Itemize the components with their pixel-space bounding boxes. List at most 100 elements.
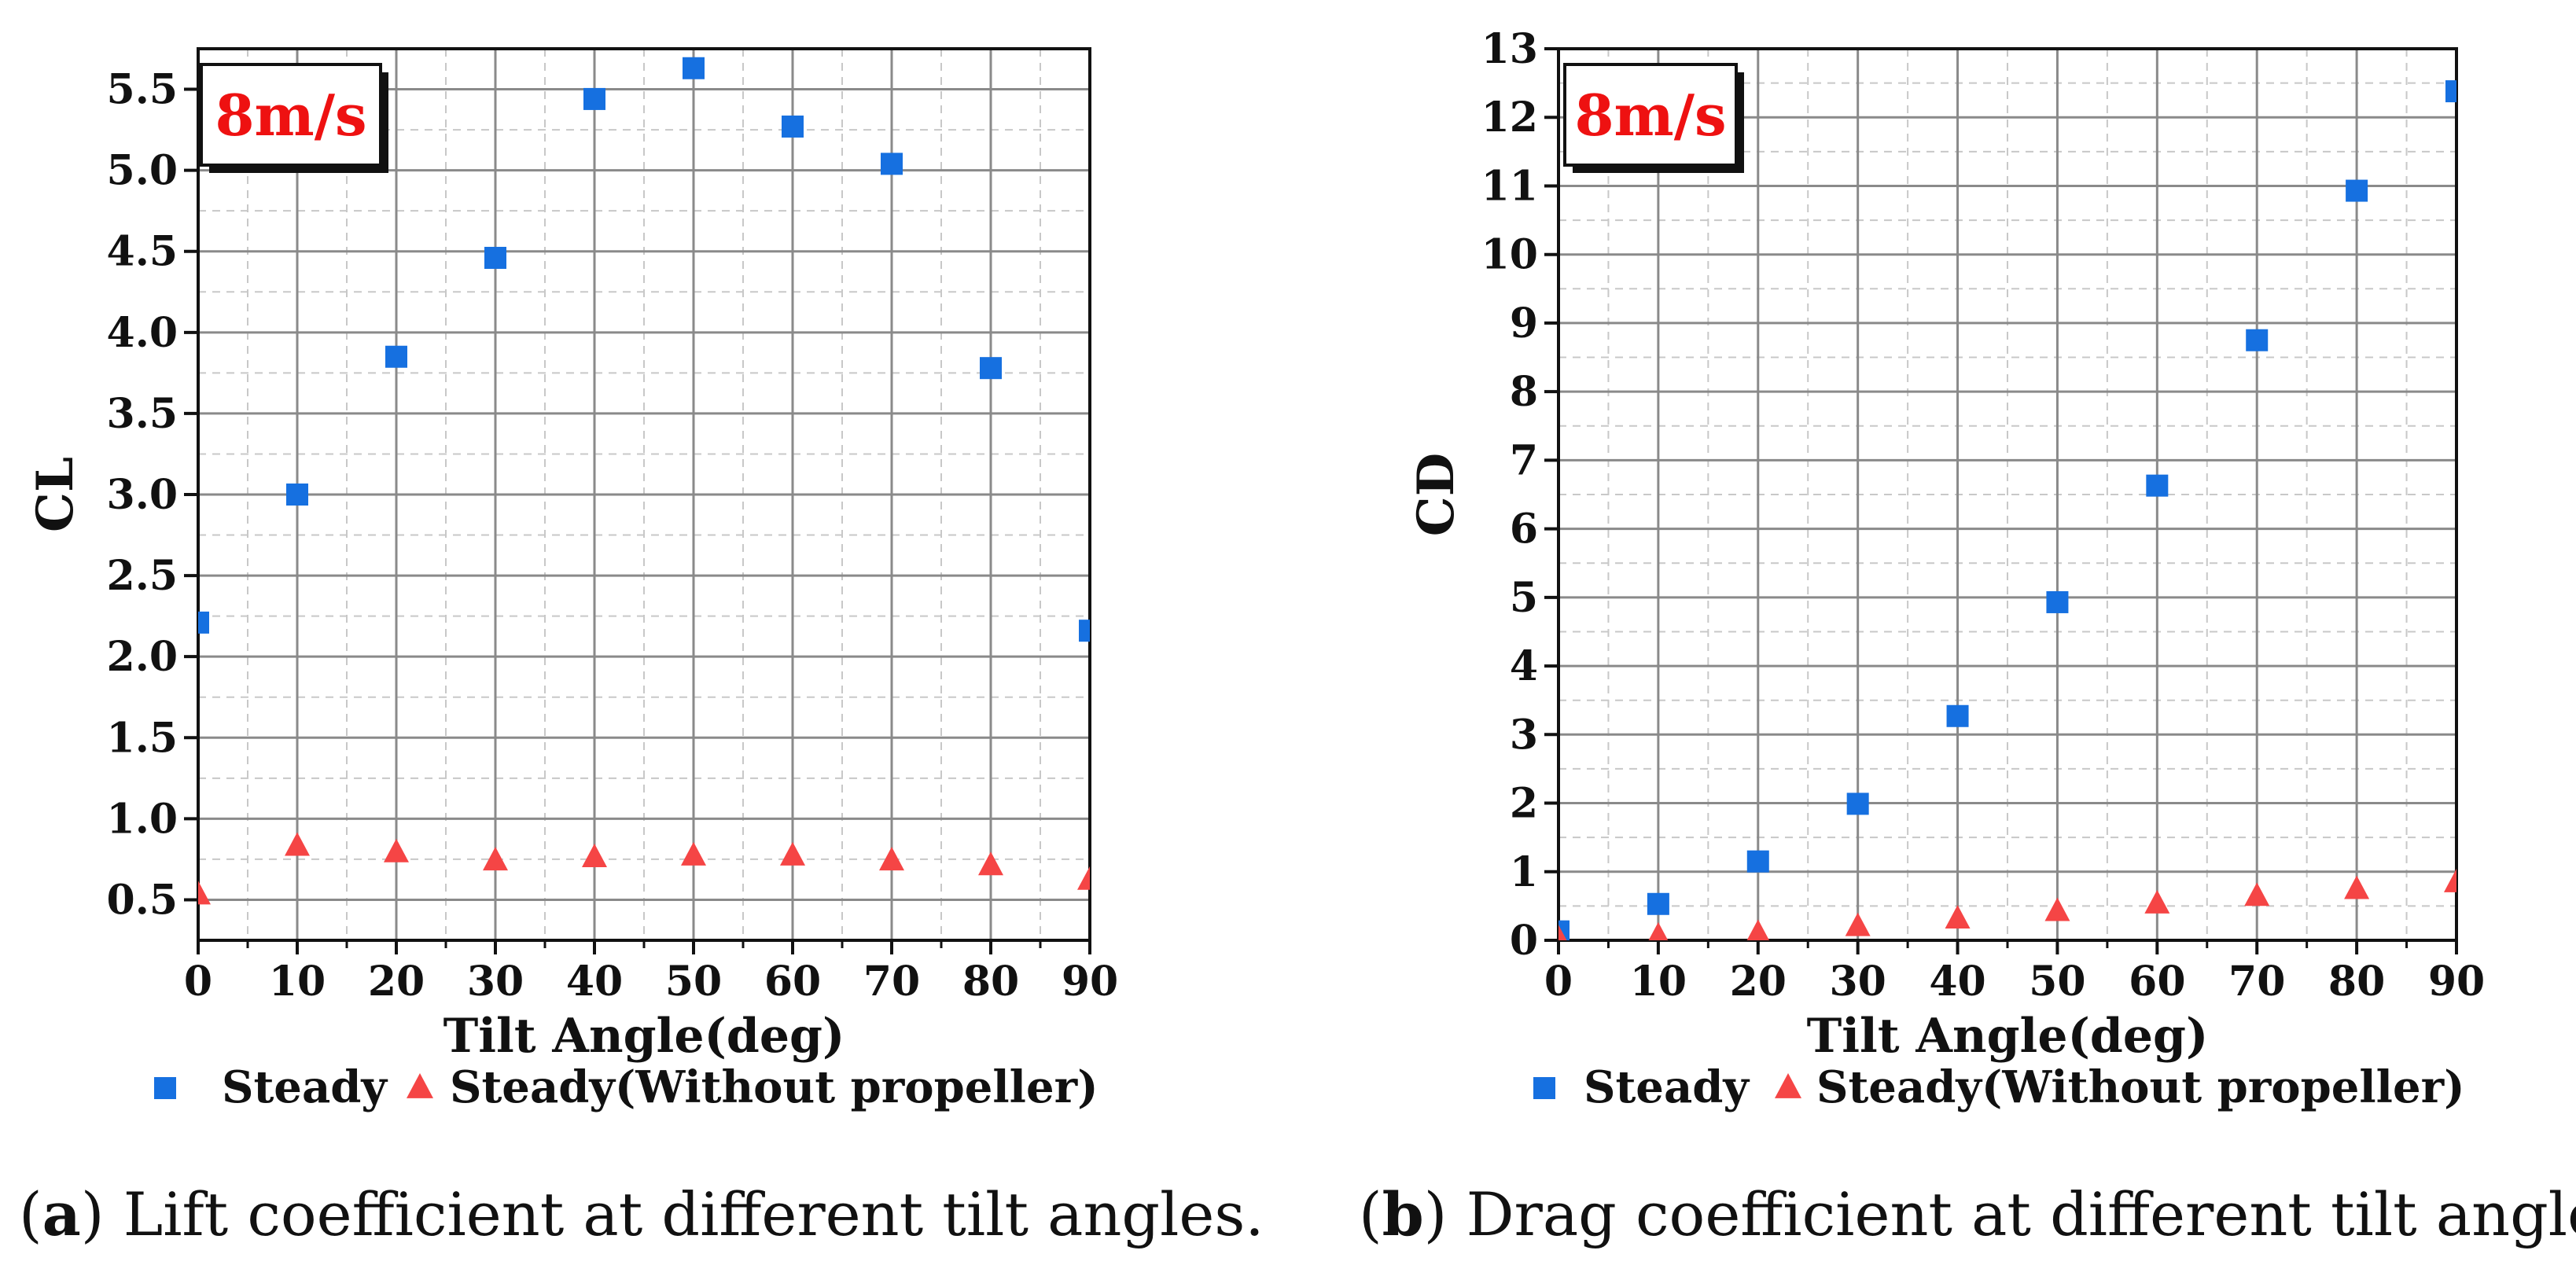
y-tick-label: 5.0 bbox=[107, 147, 178, 195]
y-axis-label: CL bbox=[26, 457, 85, 532]
caption-b-letter: b bbox=[1382, 1179, 1424, 1249]
series-steady-without-propeller bbox=[1558, 868, 2456, 940]
annotation-text: 8m/s bbox=[215, 82, 366, 149]
data-point bbox=[879, 847, 904, 871]
x-tick-label: 90 bbox=[2428, 958, 2485, 1006]
x-tick-label: 0 bbox=[1544, 958, 1573, 1006]
x-tick-label: 60 bbox=[764, 958, 821, 1006]
caption-b-text: Drag coefficient at different tilt angle… bbox=[1447, 1179, 2576, 1249]
y-tick-label: 0 bbox=[1510, 917, 1538, 965]
x-tick-label: 40 bbox=[1929, 958, 1985, 1006]
x-tick-label: 50 bbox=[2029, 958, 2085, 1006]
data-point bbox=[198, 611, 209, 634]
x-tick-label: 20 bbox=[368, 958, 425, 1006]
legend-label-steady-without-propeller: Steady(Without propeller) bbox=[450, 1061, 1098, 1113]
data-point bbox=[1648, 921, 1669, 940]
y-tick-label: 1.5 bbox=[107, 714, 178, 762]
data-point bbox=[2246, 329, 2269, 351]
data-point bbox=[780, 841, 805, 866]
y-tick-label: 1 bbox=[1510, 848, 1538, 896]
data-point bbox=[1746, 850, 1769, 873]
series-steady bbox=[198, 57, 1090, 642]
x-tick-label: 50 bbox=[665, 958, 722, 1006]
y-tick-label: 3.0 bbox=[107, 471, 178, 519]
data-point bbox=[1845, 912, 1871, 936]
data-point bbox=[583, 87, 605, 110]
data-point bbox=[782, 115, 804, 138]
legend-marker-steady-without-propeller bbox=[1775, 1073, 1801, 1098]
data-point bbox=[1746, 919, 1769, 940]
y-tick-label: 11 bbox=[1481, 162, 1538, 210]
data-point bbox=[1077, 866, 1090, 890]
x-tick-label: 90 bbox=[1062, 958, 1118, 1006]
y-tick-label: 9 bbox=[1510, 300, 1538, 348]
data-point bbox=[484, 246, 506, 269]
chart-1: 0 10 20 30 40 50 60 70 80 90 0.5 1.0 1.5 2.0 2.5 3.0 3.5… bbox=[26, 47, 1118, 1113]
y-tick-label: 4 bbox=[1510, 642, 1538, 690]
legend: Steady Steady(Without propeller) bbox=[1533, 1061, 2465, 1113]
data-point bbox=[384, 838, 409, 862]
y-tick-label: 4.5 bbox=[107, 228, 178, 276]
y-tick-label: 2.0 bbox=[107, 633, 178, 681]
data-markers bbox=[198, 57, 1090, 905]
y-tick-label: 7 bbox=[1510, 436, 1538, 484]
y-tick-label: 0.5 bbox=[107, 876, 178, 924]
data-point bbox=[2244, 882, 2270, 906]
data-point bbox=[681, 841, 706, 866]
grid bbox=[197, 49, 1091, 940]
y-axis-label: CD bbox=[1407, 453, 1466, 536]
x-tick-label: 60 bbox=[2129, 958, 2185, 1006]
y-tick-label: 3 bbox=[1510, 711, 1538, 759]
caption-a-text: Lift coefficient at different tilt angle… bbox=[104, 1179, 1264, 1249]
legend-marker-steady-without-propeller bbox=[407, 1073, 433, 1098]
series-steady bbox=[1558, 80, 2456, 940]
data-point bbox=[683, 57, 705, 79]
y-tick-label: 8 bbox=[1510, 368, 1538, 416]
data-point bbox=[2146, 474, 2169, 497]
chart-2: 0 10 20 30 40 50 60 70 80 90012345678910111213Til… bbox=[1407, 25, 2485, 1113]
data-point bbox=[1846, 792, 1869, 815]
caption-b: (b) Drag coefficient at different tilt a… bbox=[1359, 1179, 2576, 1249]
legend: Steady Steady(Without propeller) bbox=[154, 1061, 1098, 1113]
data-point bbox=[1558, 925, 1567, 940]
y-tick-label: 2.5 bbox=[107, 552, 178, 600]
data-point bbox=[1946, 704, 1969, 727]
series-steady-without-propeller bbox=[198, 832, 1090, 905]
data-point bbox=[881, 153, 903, 175]
data-point bbox=[1647, 892, 1669, 915]
data-point bbox=[2346, 179, 2368, 202]
legend-marker-steady bbox=[154, 1077, 176, 1099]
data-point bbox=[2344, 875, 2370, 899]
x-tick-label: 70 bbox=[2228, 958, 2285, 1006]
caption-a: (a) Lift coefficient at different tilt a… bbox=[19, 1179, 1264, 1249]
x-tick-label: 80 bbox=[2328, 958, 2385, 1006]
grid bbox=[1557, 47, 2458, 942]
data-point bbox=[483, 847, 508, 871]
x-tick-label: 80 bbox=[962, 958, 1019, 1006]
data-markers bbox=[1558, 80, 2456, 940]
x-tick-label: 70 bbox=[863, 958, 920, 1006]
data-point bbox=[285, 832, 310, 856]
data-point bbox=[1079, 620, 1090, 642]
y-tick-label: 3.5 bbox=[107, 390, 178, 438]
x-tick-label: 0 bbox=[184, 958, 212, 1006]
legend-label-steady-without-propeller: Steady(Without propeller) bbox=[1816, 1061, 2465, 1113]
data-point bbox=[198, 881, 211, 905]
x-tick-label: 10 bbox=[269, 958, 326, 1006]
legend-label-steady: Steady bbox=[1584, 1061, 1750, 1113]
x-tick-label: 30 bbox=[1829, 958, 1886, 1006]
data-point bbox=[2444, 868, 2456, 892]
y-tick-label: 5 bbox=[1510, 574, 1538, 622]
data-point bbox=[2046, 590, 2069, 613]
x-tick-label: 20 bbox=[1730, 958, 1787, 1006]
x-tick-label: 40 bbox=[566, 958, 623, 1006]
annotation-box bbox=[1563, 63, 1738, 167]
y-tick-label: 10 bbox=[1481, 231, 1538, 279]
x-axis-label: Tilt Angle(deg) bbox=[1807, 1009, 2209, 1064]
annotation-text: 8m/s bbox=[1574, 82, 1726, 149]
annotation-box bbox=[200, 63, 382, 167]
data-point bbox=[2144, 889, 2170, 914]
legend-label-steady: Steady bbox=[222, 1061, 388, 1113]
data-point bbox=[286, 484, 308, 506]
